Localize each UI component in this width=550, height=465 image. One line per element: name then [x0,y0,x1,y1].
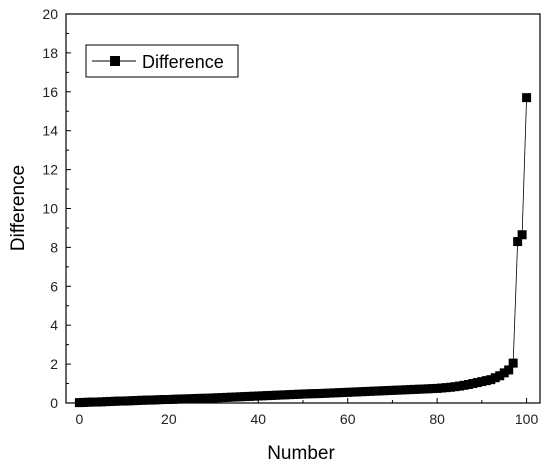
x-axis-title: Number [267,443,335,464]
x-axis: 0 20 40 60 80 100 [76,398,539,427]
x-tick-label: 20 [161,411,177,427]
y-axis-title: Difference [8,165,29,251]
x-tick-label: 80 [429,411,445,427]
y-tick-label: 0 [50,395,58,411]
data-point [508,358,518,368]
legend: Difference [85,44,239,78]
x-tick-label: 100 [515,411,539,427]
y-tick-label: 18 [42,45,58,61]
y-tick-label: 4 [50,317,58,333]
y-tick-label: 10 [42,201,58,217]
legend-label: Difference [142,52,224,72]
y-tick-label: 16 [42,84,58,100]
data-point [517,230,527,240]
y-tick-label: 8 [50,239,58,255]
y-tick-label: 12 [42,162,58,178]
y-tick-label: 14 [42,123,58,139]
plot-area [65,13,541,404]
x-tick-label: 40 [250,411,266,427]
x-tick-label: 60 [340,411,356,427]
y-axis: 0 2 4 6 8 10 12 14 16 18 20 [42,6,71,411]
series-layer [74,93,532,408]
data-point [504,365,514,375]
data-point [513,237,523,247]
x-tick-label: 0 [76,411,84,427]
y-tick-label: 6 [50,278,58,294]
y-tick-label: 2 [50,356,58,372]
data-point [522,93,532,103]
y-tick-label: 20 [42,6,58,22]
legend-marker [110,56,120,66]
